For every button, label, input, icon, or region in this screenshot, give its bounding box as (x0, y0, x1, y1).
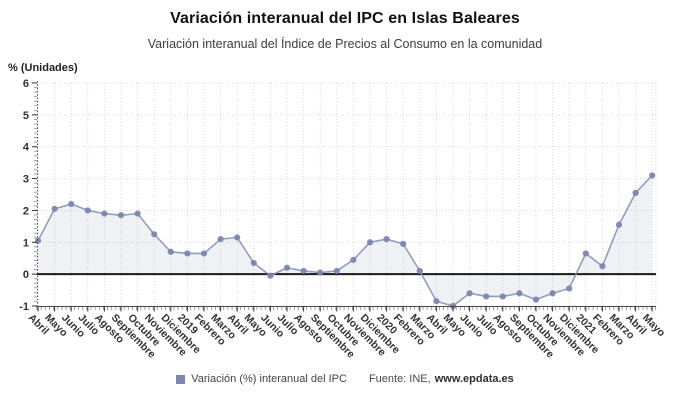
y-axis (32, 81, 38, 310)
data-point (582, 250, 589, 257)
data-point (333, 267, 340, 275)
data-point (383, 236, 390, 243)
source-prefix: Fuente: INE, (368, 373, 431, 385)
y-tick-label: 3 (23, 174, 29, 186)
y-tick-labels: -1 0 1 2 3 4 5 6 (19, 78, 30, 313)
data-point (566, 285, 573, 292)
data-point (632, 189, 639, 197)
legend-item: Variación (%) interanual del IPC (176, 373, 347, 385)
data-point (234, 234, 241, 241)
data-point (350, 256, 357, 263)
data-point (599, 263, 606, 270)
data-point (267, 272, 274, 279)
data-point (516, 290, 523, 297)
legend-swatch-icon (176, 374, 186, 384)
series-markers (34, 172, 656, 310)
data-point (499, 293, 506, 300)
data-point (317, 269, 324, 276)
data-point (483, 293, 490, 300)
y-tick-label: 5 (23, 110, 29, 122)
y-tick-label: 1 (23, 237, 29, 249)
data-point (649, 172, 656, 179)
chart-subtitle: Variación interanual del Índice de Preci… (147, 37, 543, 51)
x-tick-labels: AbrilMayoJunioJulioAgostoSeptiembreOctub… (26, 312, 668, 361)
data-point (250, 259, 257, 267)
data-point (416, 267, 423, 275)
data-point (200, 250, 208, 257)
data-point (51, 205, 58, 212)
chart-footer: Variación (%) interanual del IPC Fuente:… (0, 373, 690, 385)
data-point (68, 200, 75, 208)
data-point (101, 210, 108, 217)
data-point (117, 212, 125, 219)
data-point (151, 231, 158, 238)
data-point (300, 267, 307, 275)
data-point (366, 239, 374, 246)
data-point (615, 221, 623, 228)
data-point (134, 210, 141, 217)
source-text: Fuente: INE, www.epdata.es (369, 373, 514, 385)
data-point (400, 240, 407, 247)
y-tick-label: 0 (23, 269, 29, 281)
y-tick-label: 4 (23, 142, 30, 154)
data-point (532, 296, 540, 303)
data-point (549, 290, 556, 297)
data-point (283, 264, 291, 271)
data-point (184, 250, 191, 257)
data-point (217, 236, 224, 243)
source-site: www.epdata.es (434, 373, 514, 385)
data-point (84, 207, 91, 214)
y-axis-unit-label: % (Unidades) (8, 62, 78, 74)
legend-label: Variación (%) interanual del IPC (191, 373, 347, 385)
chart-title: Variación interanual del IPC en Islas Ba… (170, 10, 520, 27)
data-point (433, 298, 440, 305)
y-tick-label: 6 (23, 78, 29, 90)
x-axis (36, 306, 656, 312)
data-point (466, 290, 473, 297)
y-tick-label: 2 (23, 205, 29, 217)
y-tick-label: -1 (19, 301, 29, 313)
area-fill (38, 175, 653, 306)
data-point (167, 248, 174, 255)
